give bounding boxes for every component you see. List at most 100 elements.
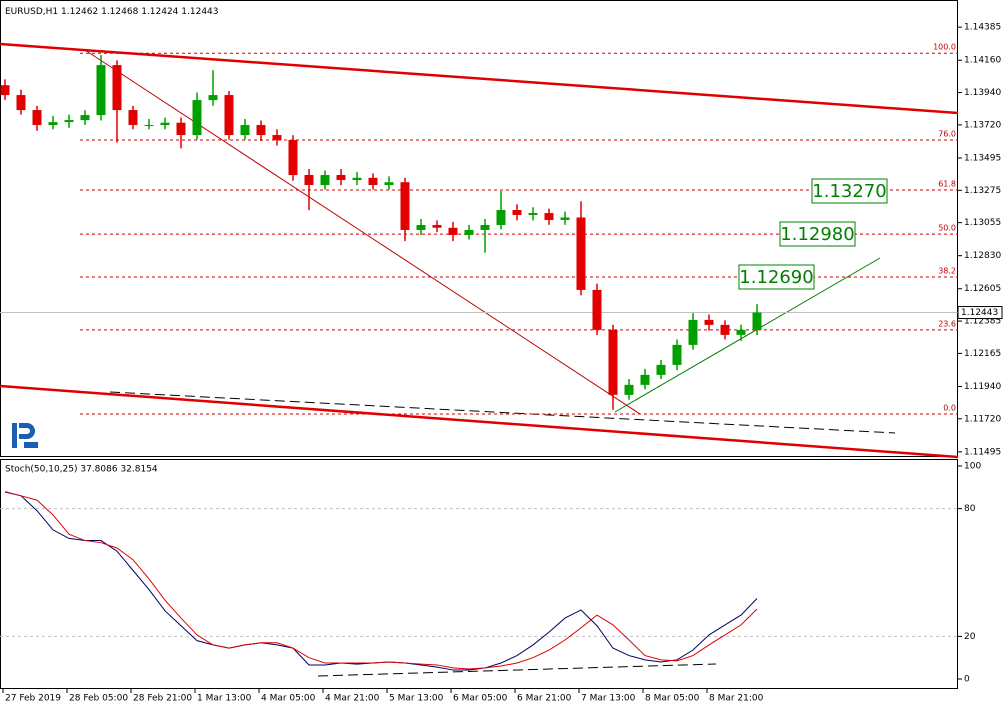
y-tick-label: 1.14385 xyxy=(964,23,1001,33)
candle-body xyxy=(528,213,538,215)
annotation-box xyxy=(811,178,888,204)
candle-body xyxy=(336,175,346,181)
annotation: 1.13270 xyxy=(812,181,886,202)
candle-body xyxy=(496,209,506,225)
x-tick-label: 28 Feb 05:00 xyxy=(69,694,128,704)
candle-body xyxy=(0,85,10,96)
stoch-title: Stoch(50,10,25) 37.8086 32.8154 xyxy=(5,465,158,475)
candle-body xyxy=(720,324,730,335)
x-tick-label: 8 Mar 05:00 xyxy=(645,694,700,704)
candle-body xyxy=(512,209,522,215)
candle-body xyxy=(288,140,298,176)
candle-body xyxy=(176,122,186,136)
x-tick-label: 8 Mar 21:00 xyxy=(709,694,764,704)
main-panel xyxy=(0,0,958,457)
candle-body xyxy=(112,65,122,111)
x-tick-label: 4 Mar 21:00 xyxy=(325,694,380,704)
y-tick-label: 1.13275 xyxy=(964,186,1001,196)
candle-body xyxy=(256,125,266,136)
candle-body xyxy=(544,213,554,220)
logo xyxy=(12,423,38,448)
x-tick-label: 6 Mar 05:00 xyxy=(453,694,508,704)
candle-body xyxy=(192,100,202,136)
trend-line xyxy=(84,49,641,415)
candle-body xyxy=(752,312,762,330)
candle-body xyxy=(480,224,490,230)
fib-label: 0.0 xyxy=(943,403,956,412)
candle-body xyxy=(16,95,26,111)
candle-body xyxy=(64,120,74,123)
y-tick-label: 1.12605 xyxy=(964,284,1001,294)
candle-body xyxy=(736,329,746,335)
candle-body xyxy=(576,217,586,290)
y-tick-label: 1.11495 xyxy=(964,447,1001,457)
y-tick-label: 1.12385 xyxy=(964,317,1001,327)
candle-body xyxy=(32,110,42,126)
candle-body xyxy=(384,182,394,186)
support-line xyxy=(614,257,881,413)
channel-bottom xyxy=(0,384,959,459)
y-tick-label: 1.13495 xyxy=(964,153,1001,163)
x-tick-label: 27 Feb 2019 xyxy=(5,694,61,704)
x-tick-label: 6 Mar 21:00 xyxy=(517,694,572,704)
channel-top xyxy=(0,42,959,115)
y-tick-label: 1.11940 xyxy=(964,382,1001,392)
stoch-line xyxy=(4,491,758,671)
candle-body xyxy=(656,364,666,375)
candle-body xyxy=(624,384,634,395)
candle-body xyxy=(608,329,618,395)
y-tick-label: 1.11720 xyxy=(964,414,1001,424)
y-tick-label: 1.13055 xyxy=(964,218,1001,228)
candle-body xyxy=(80,115,90,121)
candle-body xyxy=(432,224,442,228)
candle-body xyxy=(704,319,714,325)
annotation-box xyxy=(779,221,856,247)
x-tick-label: 7 Mar 13:00 xyxy=(581,694,636,704)
candle-body xyxy=(560,217,570,220)
candle-body xyxy=(320,175,330,186)
x-tick-label: 1 Mar 13:00 xyxy=(197,694,252,704)
price-label: 1.12443 xyxy=(961,308,998,318)
y-tick-label: 1.13720 xyxy=(964,120,1001,130)
fib-label: 50.0 xyxy=(938,224,956,233)
candle-body xyxy=(592,289,602,330)
annotation-box xyxy=(738,264,815,290)
fib-label: 23.6 xyxy=(938,319,956,328)
candle-body xyxy=(304,175,314,186)
fib-label: 38.2 xyxy=(938,266,956,275)
candle-body xyxy=(272,135,282,141)
price-label-box xyxy=(957,306,1003,320)
stoch-line xyxy=(4,491,758,670)
candle-body xyxy=(224,95,234,136)
candle-body xyxy=(160,122,170,126)
y-tick-label: 1.13940 xyxy=(964,88,1001,98)
candle-body xyxy=(640,374,650,385)
x-tick-label: 28 Feb 21:00 xyxy=(133,694,192,704)
x-tick-label: 4 Mar 05:00 xyxy=(261,694,316,704)
candle-body xyxy=(400,182,410,230)
candle-body xyxy=(48,122,58,126)
y-tick-label: 0 xyxy=(964,675,970,685)
candle-body xyxy=(464,229,474,235)
candle-body xyxy=(416,224,426,230)
candle-body xyxy=(448,227,458,235)
candle-body xyxy=(208,95,218,101)
y-tick-label: 80 xyxy=(964,504,976,514)
annotation: 1.12980 xyxy=(780,224,854,245)
candle-body xyxy=(672,344,682,365)
y-tick-label: 1.14160 xyxy=(964,56,1001,66)
candle-body xyxy=(240,125,250,136)
symbol-header: EURUSD,H1 1.12462 1.12468 1.12424 1.1244… xyxy=(5,7,219,17)
fib-label: 76.0 xyxy=(938,130,956,139)
x-tick-label: 5 Mar 13:00 xyxy=(389,694,444,704)
y-tick-label: 1.12830 xyxy=(964,251,1001,261)
stoch-dashed-line xyxy=(317,663,717,677)
candle-body xyxy=(688,319,698,345)
candle-body xyxy=(368,177,378,186)
y-tick-label: 20 xyxy=(964,632,976,642)
candle-body xyxy=(128,110,138,126)
fib-label: 61.8 xyxy=(938,180,956,189)
candle-body xyxy=(352,177,362,181)
